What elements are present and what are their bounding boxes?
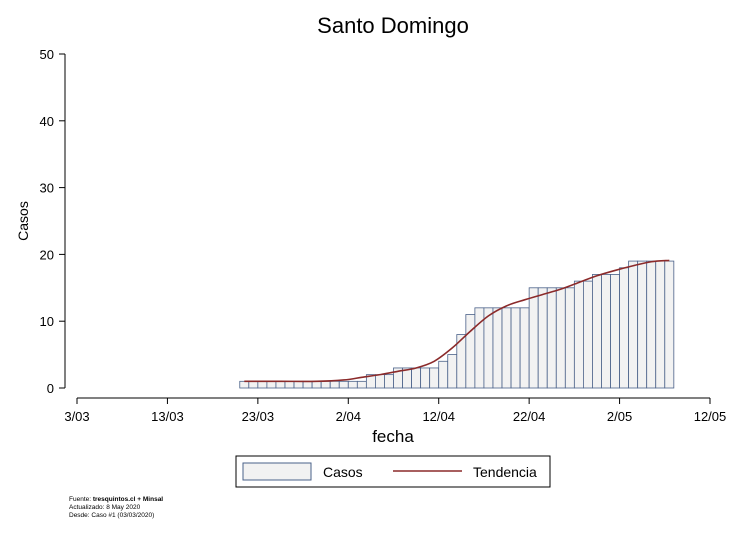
bar (664, 260, 675, 389)
bar (293, 380, 304, 389)
trend-line (244, 259, 670, 383)
bar (483, 307, 494, 389)
bar (302, 380, 313, 389)
footnote-source: Fuente: tresquintos.cl + Minsal (69, 496, 163, 503)
y-tick-label: 30 (40, 181, 54, 196)
footnote-source-value: tresquintos.cl + Minsal (93, 496, 163, 503)
bar (564, 287, 575, 389)
bar (420, 367, 431, 389)
bar (384, 374, 394, 389)
footnote-source-label: Fuente: (69, 496, 93, 503)
bar (266, 380, 277, 389)
y-tick-label: 10 (40, 314, 54, 329)
x-tick-label: 2/05 (607, 409, 632, 424)
bar (429, 367, 440, 389)
x-tick-label: 13/03 (151, 409, 184, 424)
x-tick-label: 22/04 (513, 409, 546, 424)
y-axis: 0 10 20 30 40 50 Casos (15, 47, 66, 396)
bar (546, 287, 557, 389)
footnote-updated: Actualizado: 8 May 2020 (69, 504, 141, 511)
bar (628, 260, 639, 389)
x-axis-title: fecha (372, 427, 414, 446)
bar (655, 260, 666, 389)
footnote-since: Desde: Caso #1 (03/03/2020) (69, 512, 154, 519)
x-tick-label: 12/05 (694, 409, 727, 424)
y-axis-title: Casos (15, 201, 31, 241)
bar (338, 380, 349, 389)
bar (492, 307, 503, 389)
bar (646, 260, 657, 389)
bar (438, 360, 449, 389)
bar (537, 287, 548, 389)
bar (329, 380, 340, 389)
bar (601, 274, 611, 389)
bar (510, 307, 521, 389)
chart-title: Santo Domingo (317, 13, 469, 38)
x-tick-label: 12/04 (422, 409, 455, 424)
bar (257, 380, 268, 389)
legend-label-tendencia: Tendencia (473, 464, 537, 480)
footnote: Fuente: tresquintos.cl + Minsal Actualiz… (69, 496, 163, 519)
bar (637, 260, 648, 389)
x-tick-label: 3/03 (64, 409, 89, 424)
y-tick-label: 20 (40, 247, 54, 262)
y-tick-label: 50 (40, 47, 54, 62)
bar (248, 380, 259, 389)
legend-swatch-casos (242, 462, 312, 481)
y-tick-label: 40 (40, 114, 54, 129)
bar (320, 380, 331, 389)
bar (284, 380, 295, 389)
bar (501, 307, 512, 389)
y-ticks: 0 10 20 30 40 50 (40, 47, 65, 396)
bar (573, 280, 584, 389)
bar (375, 374, 385, 389)
x-tick-label: 2/04 (336, 409, 361, 424)
bar (583, 280, 593, 389)
bar (519, 307, 530, 389)
bar (610, 274, 620, 389)
bar (465, 314, 476, 389)
bar (447, 354, 458, 389)
legend: Casos Tendencia (235, 455, 551, 488)
bar (311, 380, 322, 389)
bar (411, 367, 422, 389)
bar (347, 380, 358, 389)
x-axis: 3/03 13/03 23/03 2/04 12/04 22/04 2/05 12/05 fe… (64, 397, 726, 446)
bar (619, 267, 630, 389)
bar (275, 380, 286, 389)
legend-label-casos: Casos (323, 464, 363, 480)
x-tick-label: 23/03 (242, 409, 275, 424)
bar (555, 287, 566, 389)
x-ticks: 3/03 13/03 23/03 2/04 12/04 22/04 2/05 12/05 (64, 398, 726, 424)
y-tick-label: 0 (47, 381, 54, 396)
bars (239, 260, 675, 389)
bar (356, 380, 367, 389)
bar (239, 380, 250, 389)
bar (592, 274, 602, 389)
bar (528, 287, 539, 389)
